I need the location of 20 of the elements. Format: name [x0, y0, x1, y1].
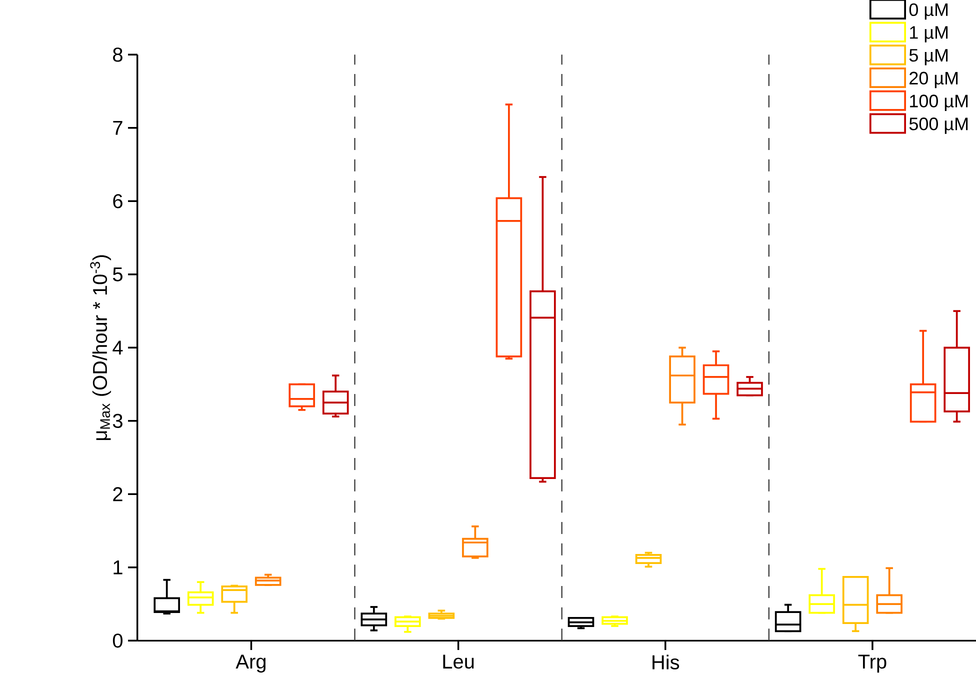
y-tick-label: 0: [112, 634, 122, 648]
legend-label: 20 µM: [910, 72, 958, 88]
legend-label: 1 µM: [910, 26, 948, 43]
legend-label: 0 µM: [909, 4, 948, 20]
y-tick-label: 7: [113, 121, 122, 135]
y-tick-label: 8: [113, 48, 122, 62]
y-tick-label: 5: [112, 268, 122, 282]
legend-label: 5 µM: [909, 49, 948, 66]
y-tick-label: 1: [114, 560, 122, 574]
y-tick-label: 3: [112, 414, 122, 428]
y-tick-label: 2: [113, 487, 122, 502]
x-tick-label: His: [652, 654, 680, 670]
y-tick-label: 6: [113, 194, 122, 208]
x-tick-label: Leu: [443, 654, 474, 669]
legend-label: 500 µM: [909, 118, 968, 134]
x-tick-label: Trp: [858, 654, 886, 673]
y-tick-label: 4: [112, 340, 123, 355]
y-axis-title: μ$_{Max}$ (OD/hour * 10$^{-3}$): [90, 255, 112, 440]
x-tick-label: Arg: [236, 654, 266, 673]
legend-label: 100 µM: [910, 94, 968, 112]
